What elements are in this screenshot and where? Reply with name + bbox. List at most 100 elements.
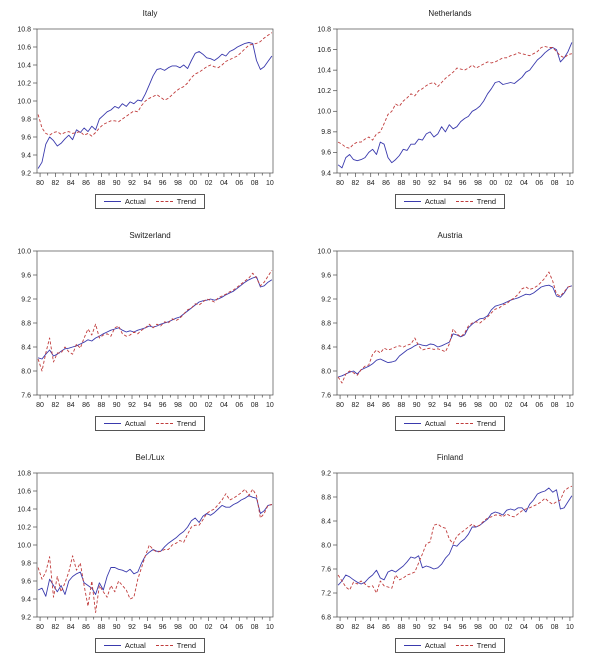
x-tick-label: 08 <box>251 180 259 187</box>
x-tick-label: 06 <box>235 180 243 187</box>
y-tick-label: 6.8 <box>321 614 331 621</box>
x-tick-label: 80 <box>36 180 44 187</box>
chart-panel-netherlands: Netherlands 9.4 9.6 9.8 10.0 10.2 10.4 10.6 10.… <box>300 0 600 222</box>
x-tick-label: 04 <box>220 180 228 187</box>
chart-title: Switzerland <box>129 231 171 240</box>
x-tick-label: 88 <box>397 180 405 187</box>
x-tick-label: 94 <box>143 402 151 409</box>
y-tick-label: 9.2 <box>21 614 31 621</box>
x-tick-label: 02 <box>505 180 513 187</box>
x-tick-label: 82 <box>51 624 59 631</box>
x-tick-label: 82 <box>51 402 59 409</box>
x-tick-label: 92 <box>428 624 436 631</box>
legend-trend-label: Trend <box>476 197 497 206</box>
plot-bel-lux: 9.2 9.4 9.6 9.8 10.0 10.2 10.4 10.6 10.8 80 82 84 86… <box>17 470 274 631</box>
x-tick-label: 86 <box>382 180 390 187</box>
x-tick-label: 02 <box>205 402 213 409</box>
legend-actual-label: Actual <box>124 419 146 428</box>
x-tick-label: 00 <box>189 180 197 187</box>
x-tick-label: 84 <box>67 624 75 631</box>
legend-actual-label: Actual <box>124 197 146 206</box>
x-tick-label: 06 <box>535 624 543 631</box>
legend-trend-label: Trend <box>176 419 197 428</box>
legend-actual-label: Actual <box>124 641 146 650</box>
chart-title: Netherlands <box>428 9 472 18</box>
x-tick-label: 88 <box>97 624 105 631</box>
x-tick-label: 90 <box>113 624 121 631</box>
x-tick-label: 86 <box>382 624 390 631</box>
y-tick-label: 8.4 <box>321 344 331 351</box>
x-tick-label: 92 <box>128 402 136 409</box>
legend: Actual Trend <box>0 194 300 209</box>
plot-frame <box>36 250 274 396</box>
y-tick-label: 9.2 <box>21 170 31 177</box>
x-tick-label: 94 <box>443 624 451 631</box>
plot-italy: 9.2 9.4 9.6 9.8 10.0 10.2 10.4 10.6 10.8 80 82 84 86… <box>17 26 274 187</box>
y-tick-label: 9.8 <box>321 129 331 136</box>
y-tick-label: 8.4 <box>21 344 31 351</box>
y-tick-label: 9.6 <box>21 272 31 279</box>
legend-trend-label: Trend <box>476 419 497 428</box>
y-tick-label: 10.6 <box>17 488 31 495</box>
x-tick-label: 82 <box>351 180 359 187</box>
x-tick-label: 90 <box>413 402 421 409</box>
x-tick-label: 08 <box>551 624 559 631</box>
x-tick-label: 88 <box>397 624 405 631</box>
chart-panel-finland: Finland 6.8 7.2 7.6 8.0 8.4 8.8 9.2 80 82 84 86 88 9… <box>300 444 600 666</box>
legend-trend-label: Trend <box>476 641 497 650</box>
legend-actual-label: Actual <box>424 419 446 428</box>
y-tick-label: 10.8 <box>17 26 31 33</box>
y-tick-label: 7.2 <box>321 590 331 597</box>
x-tick-label: 08 <box>551 402 559 409</box>
x-tick-label: 84 <box>67 180 75 187</box>
y-tick-label: 10.0 <box>317 248 331 255</box>
y-tick-label: 10.0 <box>17 98 31 105</box>
x-tick-label: 04 <box>220 402 228 409</box>
x-tick-label: 96 <box>459 180 467 187</box>
legend-box: Actual Trend <box>394 638 506 653</box>
y-tick-label: 9.2 <box>321 470 331 477</box>
y-tick-label: 10.6 <box>317 47 331 54</box>
chart-panel-austria: Austria 7.6 8.0 8.4 8.8 9.2 9.6 10.0 80 82 84 86 88… <box>300 222 600 444</box>
actual-line-sample <box>103 423 121 424</box>
chart-title: Austria <box>437 231 463 240</box>
y-tick-label: 10.6 <box>17 44 31 51</box>
legend-box: Actual Trend <box>394 194 506 209</box>
x-tick-label: 92 <box>128 624 136 631</box>
legend: Actual Trend <box>300 416 600 431</box>
y-tick-label: 8.0 <box>321 542 331 549</box>
x-tick-label: 04 <box>220 624 228 631</box>
y-tick-label: 8.4 <box>321 518 331 525</box>
x-tick-label: 96 <box>159 402 167 409</box>
y-tick-label: 9.4 <box>321 170 331 177</box>
x-tick-label: 80 <box>36 624 44 631</box>
x-tick-label: 98 <box>474 402 482 409</box>
actual-line <box>337 284 573 378</box>
y-tick-label: 9.4 <box>21 152 31 159</box>
y-tick-label: 10.2 <box>17 524 31 531</box>
actual-line <box>37 276 273 360</box>
trend-line <box>37 488 273 613</box>
x-tick-label: 00 <box>189 402 197 409</box>
x-tick-label: 98 <box>174 624 182 631</box>
trend-line-sample <box>155 423 173 424</box>
chart-title: Bel./Lux <box>135 453 165 462</box>
legend-actual-label: Actual <box>424 641 446 650</box>
x-tick-label: 94 <box>443 402 451 409</box>
legend-trend-label: Trend <box>176 197 197 206</box>
plot-frame <box>36 472 274 618</box>
x-tick-label: 08 <box>251 402 259 409</box>
actual-line-sample <box>403 645 421 646</box>
x-tick-label: 84 <box>367 180 375 187</box>
y-tick-label: 10.2 <box>317 88 331 95</box>
x-tick-label: 90 <box>413 180 421 187</box>
x-tick-label: 10 <box>266 402 274 409</box>
y-tick-label: 9.8 <box>21 560 31 567</box>
legend-box: Actual Trend <box>94 194 206 209</box>
x-tick-label: 84 <box>67 402 75 409</box>
x-tick-label: 98 <box>474 180 482 187</box>
chart-panel-italy: Italy 9.2 9.4 9.6 9.8 10.0 10.2 10.4 10.6 10.8 80… <box>0 0 300 222</box>
x-tick-label: 06 <box>235 402 243 409</box>
x-tick-label: 92 <box>428 180 436 187</box>
